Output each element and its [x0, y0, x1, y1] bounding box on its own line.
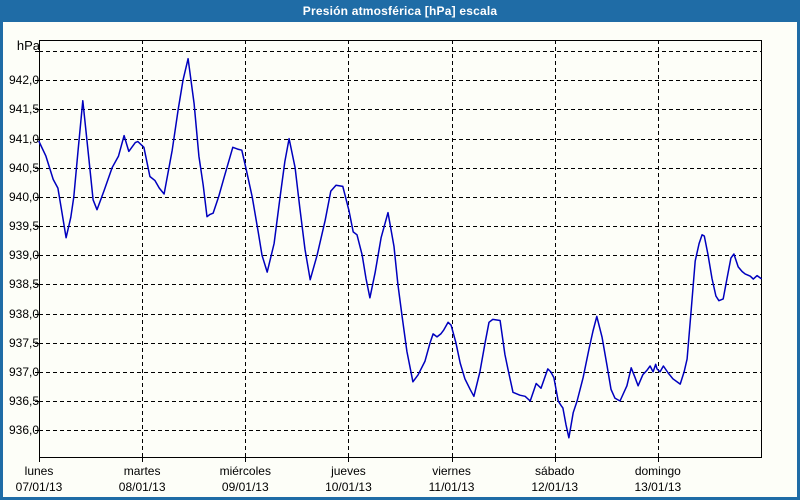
plot-frame [39, 40, 762, 458]
pressure-series-line [38, 57, 762, 439]
chart-title-bar: Presión atmosférica [hPa] escala [0, 0, 800, 22]
chart-title-text: Presión atmosférica [hPa] escala [302, 4, 498, 18]
